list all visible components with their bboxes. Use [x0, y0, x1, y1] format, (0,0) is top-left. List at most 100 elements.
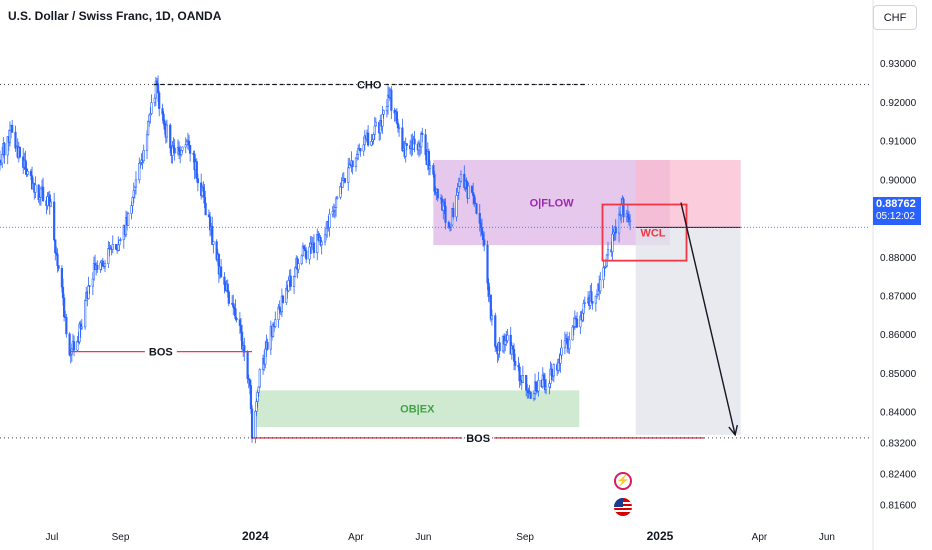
candle-body — [60, 268, 64, 288]
x-tick-label: 2025 — [647, 529, 674, 543]
candle-body — [421, 133, 424, 136]
cho-label: CHO — [357, 80, 382, 92]
candle-body — [232, 303, 235, 308]
candle-body — [217, 254, 220, 275]
candle-body — [250, 408, 254, 439]
candle-body — [334, 198, 338, 208]
candle-body — [542, 374, 545, 381]
currency-button[interactable]: CHF — [873, 5, 917, 30]
candle-body — [514, 360, 517, 366]
candle-body — [583, 302, 586, 304]
us-flag-icon[interactable] — [614, 498, 632, 516]
candle-body — [581, 312, 584, 321]
candle-body — [320, 241, 323, 246]
candle-body — [49, 201, 52, 207]
y-tick-label: 0.88000 — [880, 253, 917, 264]
candle-body — [305, 250, 308, 260]
candle-body — [473, 195, 476, 204]
candle-body — [134, 179, 138, 188]
candle-body — [165, 124, 169, 138]
candle-body — [274, 319, 277, 327]
candle-body — [575, 318, 579, 328]
candle-body — [563, 339, 566, 349]
candle-body — [280, 295, 283, 313]
line-label-background — [462, 430, 495, 445]
candle-body — [566, 338, 569, 344]
candle-body — [590, 291, 593, 302]
candle-body — [436, 188, 439, 199]
candle-body — [172, 145, 175, 149]
candle-body — [145, 134, 149, 151]
candle-body — [498, 342, 501, 352]
candle-body — [80, 326, 83, 329]
candle-body — [512, 349, 516, 362]
candle-body — [14, 131, 17, 149]
candle-body — [620, 203, 623, 216]
candle-body — [61, 286, 65, 299]
candle-body — [154, 80, 157, 99]
y-tick-label: 0.84000 — [880, 408, 917, 419]
candle-body — [537, 380, 540, 392]
candle-body — [452, 208, 455, 218]
candle-body — [163, 123, 166, 130]
candle-body — [594, 295, 597, 304]
candle-body — [428, 165, 432, 170]
x-tick-label: Jun — [819, 532, 835, 543]
candle-body — [72, 341, 76, 351]
candle-body — [130, 205, 133, 214]
candle-body — [103, 263, 107, 267]
candle-body — [254, 410, 257, 439]
candle-body — [24, 159, 27, 170]
candle-body — [53, 201, 56, 241]
flash-icon[interactable]: ⚡ — [614, 472, 632, 490]
candle-body — [301, 245, 304, 257]
candle-body — [119, 239, 122, 241]
candle-body — [359, 148, 362, 152]
candle-body — [101, 260, 104, 267]
x-tick-label: Apr — [752, 532, 768, 543]
candle-body — [354, 157, 358, 167]
candle-body — [331, 211, 334, 215]
candle-body — [374, 121, 377, 127]
candle-body — [46, 196, 49, 206]
candle-body — [92, 263, 96, 280]
x-tick-label: Jun — [415, 532, 431, 543]
candle-body — [1, 154, 4, 164]
candle-body — [169, 124, 172, 149]
candle-body — [153, 97, 156, 103]
order-flow-label: O|FLOW — [530, 197, 575, 209]
candle-body — [385, 105, 389, 111]
candle-body — [142, 150, 145, 162]
candle-body — [483, 239, 486, 246]
candle-body — [362, 144, 365, 152]
candle-body — [158, 92, 161, 109]
candle-body — [582, 303, 585, 314]
candle-body — [202, 186, 205, 192]
candle-body — [518, 366, 521, 382]
candle-body — [323, 234, 327, 243]
candle-body — [535, 381, 538, 392]
candle-body — [65, 316, 68, 335]
candle-body — [544, 386, 548, 391]
candle-body — [494, 315, 497, 347]
candle-body — [614, 226, 617, 234]
candle-body — [325, 227, 328, 236]
candle-body — [281, 295, 285, 303]
candle-body — [401, 127, 404, 151]
short-position-target-zone — [635, 160, 741, 228]
candle-body — [343, 178, 347, 183]
candle-body — [76, 341, 79, 351]
candle-body — [111, 244, 114, 250]
candle-body — [481, 234, 485, 241]
candle-body — [150, 102, 153, 114]
candle-body — [227, 291, 230, 304]
candle-body — [443, 201, 446, 207]
candle-body — [328, 213, 331, 229]
current-price-value: 0.88762 — [876, 198, 916, 210]
y-tick-label: 0.83200 — [880, 439, 917, 450]
candle-body — [294, 267, 297, 277]
candle-body — [148, 114, 151, 122]
candle-body — [289, 275, 292, 287]
candle-body — [433, 173, 436, 192]
